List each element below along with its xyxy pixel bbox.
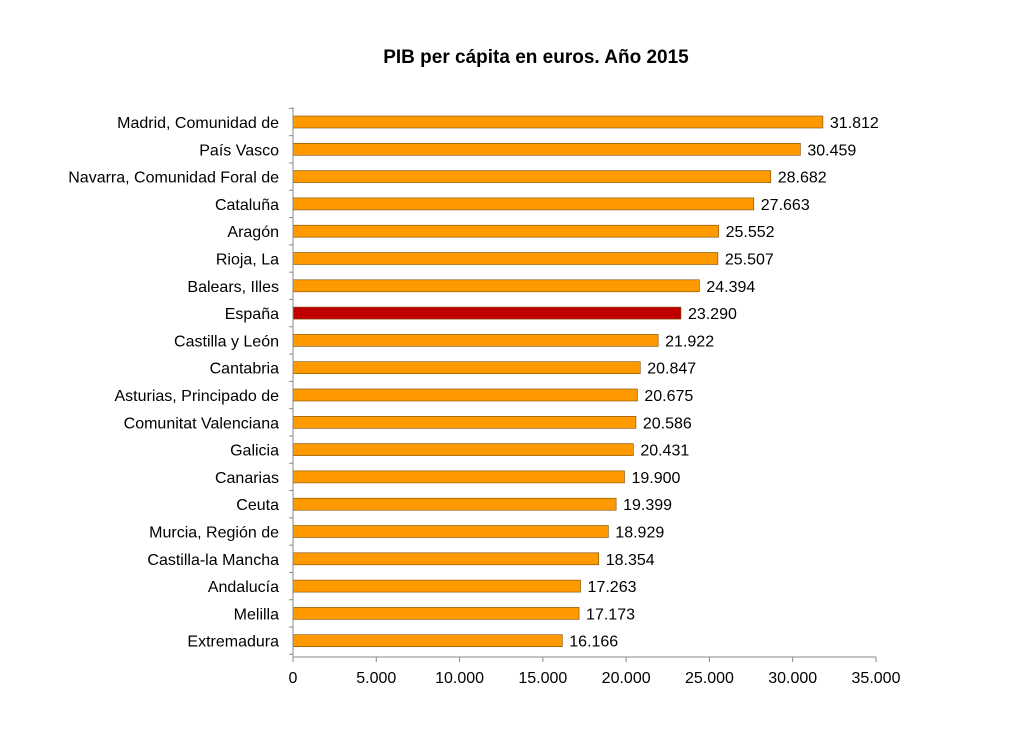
- bars-group: [292, 115, 824, 648]
- value-labels-group: 31.812 30.459 28.682 27.663 25.552 25.507 24.3…: [569, 115, 879, 651]
- x-tick-label: 15.000: [518, 670, 567, 687]
- value-label: 20.675: [644, 388, 693, 405]
- value-label: 17.173: [586, 606, 635, 623]
- category-label: Comunitat Valenciana: [124, 415, 279, 432]
- bar: [292, 197, 755, 211]
- value-label: 20.847: [647, 361, 696, 378]
- value-label: 28.682: [778, 170, 827, 187]
- bar: [292, 470, 625, 484]
- x-tick-label: 5.000: [356, 670, 396, 687]
- bar: [292, 579, 581, 593]
- value-label: 19.900: [631, 470, 680, 487]
- bar: [292, 361, 641, 375]
- category-label: Melilla: [234, 606, 279, 623]
- value-label: 24.394: [706, 279, 755, 296]
- bar: [292, 224, 719, 238]
- category-label: Cataluña: [215, 197, 279, 214]
- category-labels-group: Madrid, Comunidad de País Vasco Navarra, C…: [68, 115, 279, 651]
- category-label: Asturias, Principado de: [114, 388, 279, 405]
- bar: [292, 279, 700, 293]
- value-label: 18.929: [615, 525, 664, 542]
- bar: [292, 252, 719, 265]
- category-label: Galicia: [230, 443, 279, 460]
- bar: [292, 607, 580, 620]
- value-label: 23.290: [688, 306, 737, 323]
- bar: [292, 170, 772, 183]
- value-label: 25.552: [726, 224, 775, 241]
- bar: [292, 497, 617, 511]
- bar: [292, 552, 600, 566]
- category-label: Extremadura: [187, 634, 279, 651]
- category-label: Ceuta: [236, 497, 279, 514]
- value-label: 30.459: [807, 142, 856, 159]
- x-tick-label: 30.000: [768, 670, 817, 687]
- x-tick-label: 35.000: [852, 670, 901, 687]
- value-label: 20.431: [640, 443, 689, 460]
- bar: [292, 415, 637, 429]
- value-label: 21.922: [665, 333, 714, 350]
- value-label: 19.399: [623, 497, 672, 514]
- x-tick-label: 20.000: [602, 670, 651, 687]
- bar: [292, 143, 801, 156]
- value-label: 17.263: [588, 579, 637, 596]
- value-label: 20.586: [643, 415, 692, 432]
- chart-title: PIB per cápita en euros. Año 2015: [383, 47, 689, 68]
- category-label: Andalucía: [208, 579, 279, 596]
- category-label: Murcia, Región de: [149, 525, 279, 542]
- category-label: Madrid, Comunidad de: [117, 115, 279, 132]
- bar: [292, 525, 609, 538]
- category-label: Aragón: [227, 224, 279, 241]
- category-label: Balears, Illes: [187, 279, 279, 296]
- value-label: 18.354: [606, 552, 655, 569]
- value-label: 27.663: [761, 197, 810, 214]
- category-label: Castilla-la Mancha: [147, 552, 279, 569]
- bar: [292, 306, 682, 320]
- bar: [292, 634, 563, 648]
- bar: [292, 388, 638, 402]
- value-label: 31.812: [830, 115, 879, 132]
- category-label: Castilla y León: [174, 333, 279, 350]
- category-label: Cantabria: [210, 361, 279, 378]
- value-label: 16.166: [569, 634, 618, 651]
- category-label: Rioja, La: [216, 252, 279, 269]
- category-label: Canarias: [215, 470, 279, 487]
- value-label: 25.507: [725, 252, 774, 269]
- category-label: España: [225, 306, 279, 323]
- x-tick-label: 25.000: [685, 670, 734, 687]
- category-label: País Vasco: [199, 142, 279, 159]
- category-label: Navarra, Comunidad Foral de: [68, 170, 279, 187]
- bar: [292, 334, 659, 347]
- bar: [292, 443, 634, 456]
- x-tick-label: 0: [289, 670, 298, 687]
- bar: [292, 115, 824, 129]
- x-tick-label: 10.000: [435, 670, 484, 687]
- axes-group: 0 5.000 10.000 15.000 20.000 25.000 30.000 35.0…: [289, 107, 901, 687]
